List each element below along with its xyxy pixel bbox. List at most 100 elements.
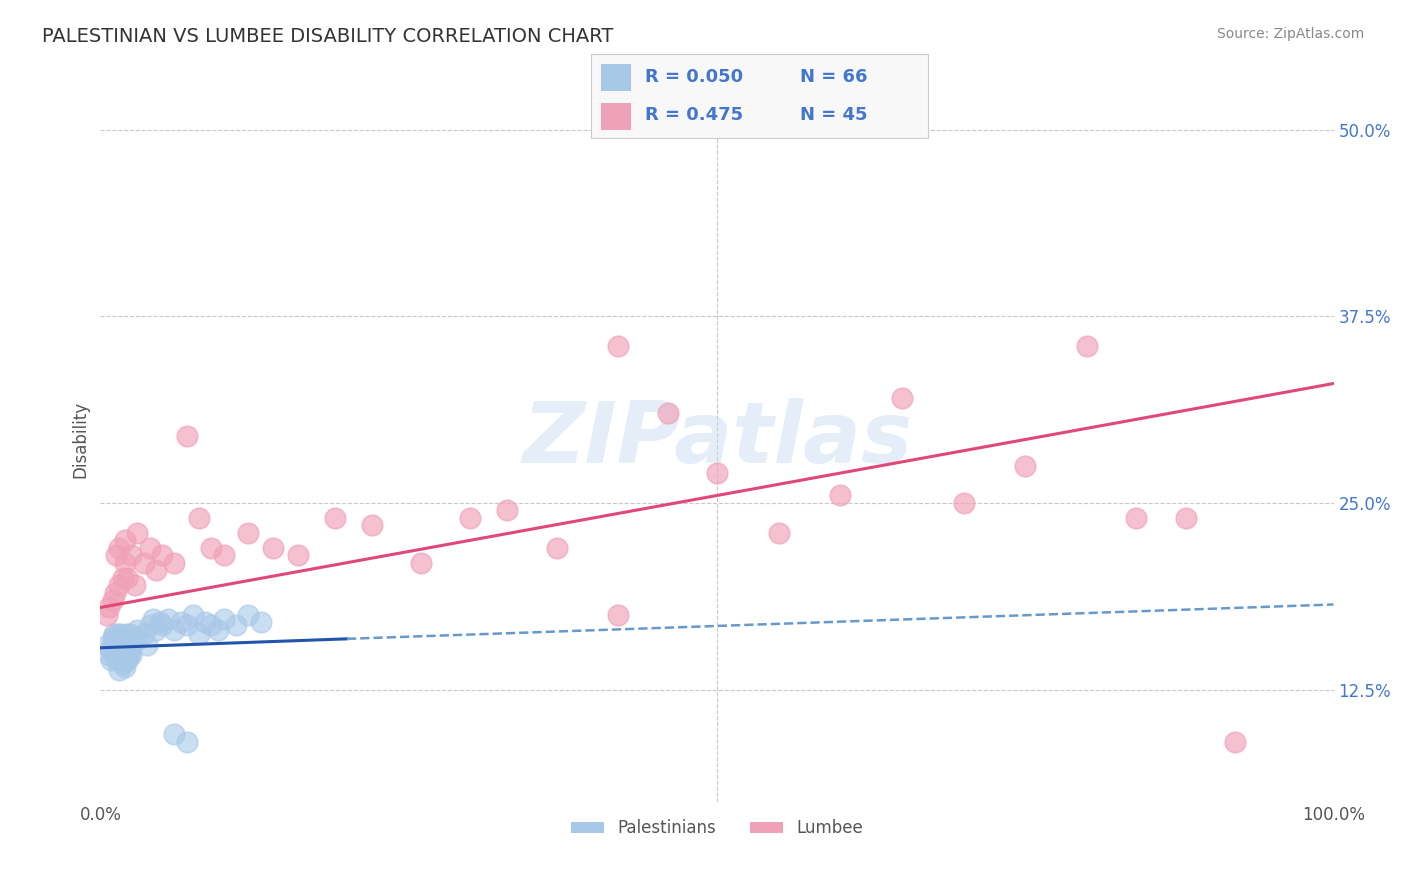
Point [115,638,138,652]
Y-axis label: Disability: Disability [72,401,89,478]
Point [111,645,134,659]
Point [150,618,173,632]
Point [132,556,155,570]
Point [124,578,146,592]
Point [96,607,118,622]
Point [238,525,260,540]
Point [98,642,121,657]
Point [101,631,124,645]
Point [107,638,129,652]
Text: ZIPatlas: ZIPatlas [522,398,912,481]
Point [212,548,235,562]
Point [96,638,118,652]
Point [952,496,974,510]
Point [111,571,134,585]
Point [238,607,260,622]
Point [105,548,128,562]
Point [108,633,131,648]
Point [768,525,790,540]
Point [127,633,149,648]
Point [105,653,128,667]
Point [114,642,136,657]
Point [132,627,155,641]
Point [111,638,134,652]
Point [117,638,139,652]
Point [108,642,131,657]
Point [212,612,235,626]
Point [1014,458,1036,473]
Point [111,657,134,672]
Point [1125,511,1147,525]
Legend: Palestinians, Lumbee: Palestinians, Lumbee [564,813,870,844]
Point [118,627,141,641]
Point [98,600,121,615]
Point [262,541,284,555]
Point [112,653,135,667]
Point [496,503,519,517]
Point [103,645,125,659]
Point [200,541,222,555]
Point [142,612,165,626]
Point [118,648,141,663]
Point [188,511,211,525]
Point [287,548,309,562]
Point [100,653,122,667]
Point [98,648,121,663]
Point [138,618,160,632]
Point [115,648,138,663]
Point [163,727,186,741]
Text: N = 45: N = 45 [800,105,868,123]
Point [114,631,136,645]
Point [114,533,136,548]
Point [225,618,247,632]
Text: Source: ZipAtlas.com: Source: ZipAtlas.com [1216,27,1364,41]
Point [1174,511,1197,525]
Point [108,648,131,663]
Point [157,612,180,626]
FancyBboxPatch shape [600,63,631,91]
Text: R = 0.475: R = 0.475 [644,105,742,123]
Point [104,638,127,652]
Point [127,623,149,637]
Point [607,607,630,622]
Point [110,627,132,641]
Point [148,615,170,630]
Text: N = 66: N = 66 [800,69,868,87]
Point [176,735,198,749]
Point [120,548,142,562]
Point [706,466,728,480]
Point [108,541,131,555]
Text: R = 0.050: R = 0.050 [644,69,742,87]
Point [176,429,198,443]
Point [114,660,136,674]
Point [249,615,271,630]
Point [104,585,127,599]
Point [110,648,132,663]
Point [105,633,128,648]
Point [138,541,160,555]
Point [409,556,432,570]
Point [108,631,131,645]
Point [323,511,346,525]
Point [150,548,173,562]
Point [181,607,204,622]
Point [830,488,852,502]
Point [120,648,142,663]
Point [114,556,136,570]
Point [207,623,229,637]
Point [103,627,125,641]
Point [169,615,191,630]
Text: PALESTINIAN VS LUMBEE DISABILITY CORRELATION CHART: PALESTINIAN VS LUMBEE DISABILITY CORRELA… [42,27,613,45]
Point [657,406,679,420]
Point [1076,339,1098,353]
Point [188,627,211,641]
Point [163,556,186,570]
Point [112,633,135,648]
Point [127,525,149,540]
Point [136,638,159,652]
Point [360,518,382,533]
Point [117,571,139,585]
Point [1223,735,1246,749]
Point [108,578,131,592]
Point [546,541,568,555]
